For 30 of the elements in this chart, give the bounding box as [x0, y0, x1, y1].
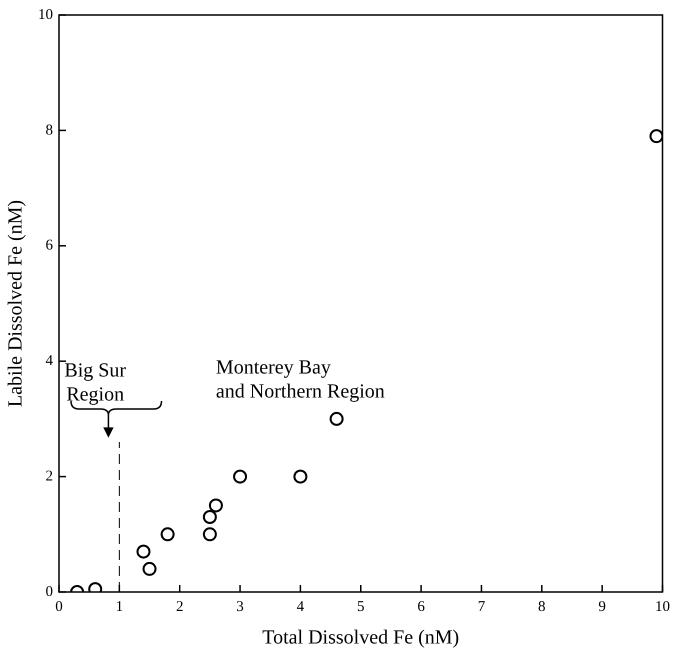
x-tick-label: 7 — [478, 598, 486, 615]
annotation: Monterey Bay and Northern Region — [216, 356, 385, 403]
point — [208, 498, 223, 512]
point — [136, 544, 150, 559]
x-tick-label: 3 — [236, 598, 244, 615]
y-axis-title: Labile Dissolved Fe (nM) — [4, 200, 26, 408]
x-axis-title: Total Dissolved Fe (nM) — [262, 626, 460, 648]
y-tick-label: 10 — [38, 6, 53, 23]
y-tick-label: 4 — [46, 353, 54, 370]
point — [160, 527, 175, 542]
y-tick-label: 8 — [46, 122, 53, 138]
point — [202, 510, 217, 524]
x-tick-label: 9 — [598, 598, 606, 615]
point — [330, 412, 344, 426]
x-tick-label: 6 — [417, 598, 426, 615]
point — [142, 562, 157, 576]
x-tick-label: 5 — [357, 598, 364, 615]
y-tick-label: 6 — [46, 238, 54, 254]
x-tick-label: 1 — [116, 598, 124, 615]
annotation: Big Sur Region — [64, 359, 126, 406]
x-tick-label: 8 — [538, 598, 546, 615]
x-tick-label: 2 — [176, 598, 184, 615]
y-tick-label: 0 — [46, 584, 53, 600]
point — [649, 129, 662, 144]
point — [293, 470, 308, 484]
point — [202, 527, 217, 542]
point — [233, 470, 248, 484]
y-tick-label: 2 — [46, 468, 53, 485]
x-tick-label: 10 — [655, 598, 670, 615]
x-tick-label: 4 — [296, 598, 305, 615]
